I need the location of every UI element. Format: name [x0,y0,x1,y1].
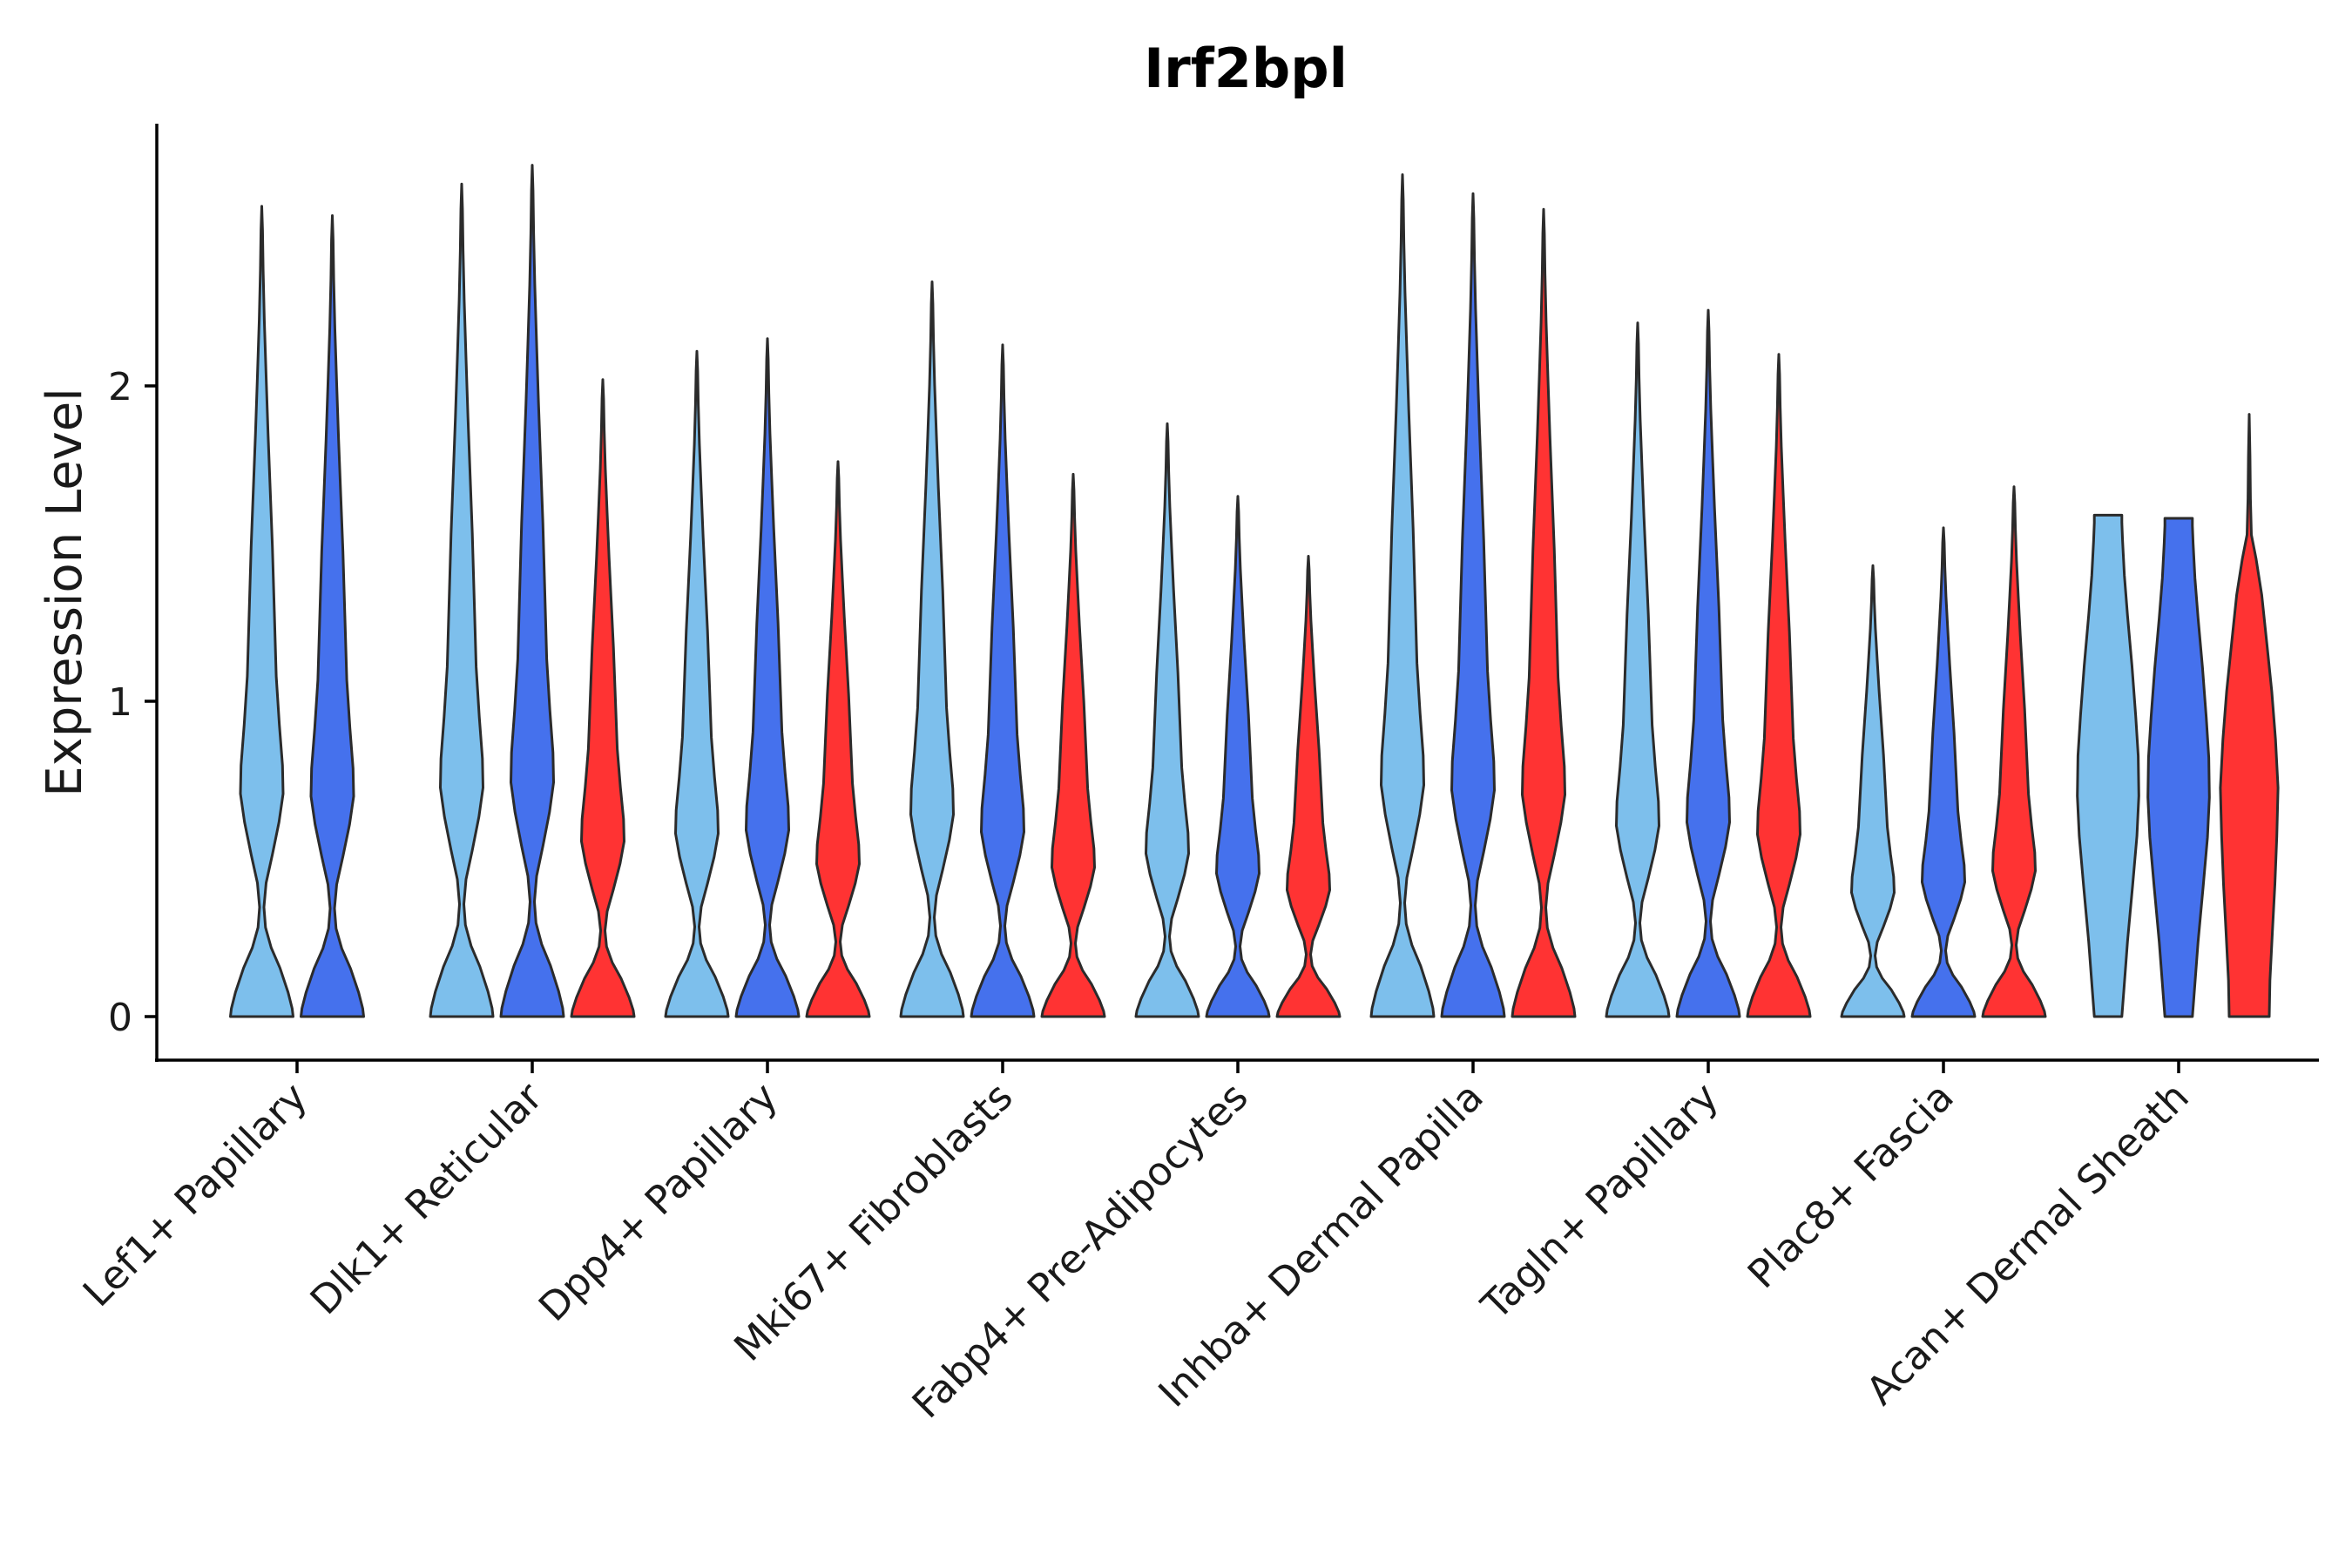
violin-group-tagln-papillary [1605,308,1812,1018]
violin-group-plac8-fascia [1840,485,2047,1018]
chart-title: Irf2bpl [1144,37,1348,100]
violin-group-lef1-papillary [229,205,365,1018]
y-tick-label-1: 1 [108,680,132,725]
violin-plac8-fascia-series-1 [1840,564,1906,1018]
violin-acan-dermal-sheath-series-3 [2219,413,2280,1018]
violin-dlk1-reticular-series-3 [570,378,636,1018]
violin-dpp4-papillary-series-2 [734,337,801,1018]
violin-tagln-papillary-series-3 [1746,353,1812,1018]
x-tick-label-dlk1-reticular: Dlk1+ Reticular [301,1073,551,1323]
y-tick-label-0: 0 [108,996,132,1040]
violin-tagln-papillary-series-1 [1605,321,1671,1018]
violin-group-acan-dermal-sheath [2076,413,2280,1018]
violin-mki67-fibroblasts-series-2 [970,343,1036,1018]
violin-dlk1-reticular-series-1 [429,182,495,1018]
x-tick-label-plac8-fascia: Plac8+ Fascia [1739,1073,1963,1297]
violin-group-mki67-fibroblasts [899,280,1106,1018]
violin-fabp4-pre-adipocytes-series-3 [1275,555,1342,1018]
violin-group-dpp4-papillary [664,337,871,1018]
violin-group-inhba-dermal-papilla [1369,173,1577,1018]
x-tick-label-tagln-papillary: Tagln+ Papillary [1472,1073,1727,1328]
violin-plac8-fascia-series-3 [1981,485,2047,1018]
violin-plac8-fascia-series-2 [1910,526,1977,1018]
violin-lef1-papillary-series-2 [300,214,365,1018]
violin-mki67-fibroblasts-series-3 [1040,472,1106,1018]
violin-acan-dermal-sheath-series-1 [2076,513,2140,1018]
violins-layer [229,164,2280,1018]
y-tick-label-2: 2 [108,365,132,409]
y-ticks-layer: 0 1 2 [108,365,157,1040]
violin-inhba-dermal-papilla-series-1 [1369,173,1436,1018]
violin-dpp4-papillary-series-3 [805,460,871,1018]
violin-dpp4-papillary-series-1 [664,349,730,1018]
violin-fabp4-pre-adipocytes-series-1 [1134,422,1200,1018]
violin-lef1-papillary-series-1 [229,205,294,1018]
violin-group-dlk1-reticular [429,164,636,1018]
violin-acan-dermal-sheath-series-2 [2146,517,2211,1018]
y-axis-label: Expression Level [37,388,93,797]
violin-inhba-dermal-papilla-series-2 [1440,192,1506,1018]
violin-inhba-dermal-papilla-series-3 [1511,207,1577,1018]
violin-tagln-papillary-series-2 [1675,308,1741,1018]
violin-group-fabp4-pre-adipocytes [1134,422,1342,1018]
violin-fabp4-pre-adipocytes-series-2 [1205,495,1271,1018]
violin-mki67-fibroblasts-series-1 [899,280,965,1018]
x-tick-label-lef1-papillary: Lef1+ Papillary [74,1073,316,1315]
x-tick-label-dpp4-papillary: Dpp4+ Papillary [530,1073,787,1330]
violin-dlk1-reticular-series-2 [499,164,565,1018]
